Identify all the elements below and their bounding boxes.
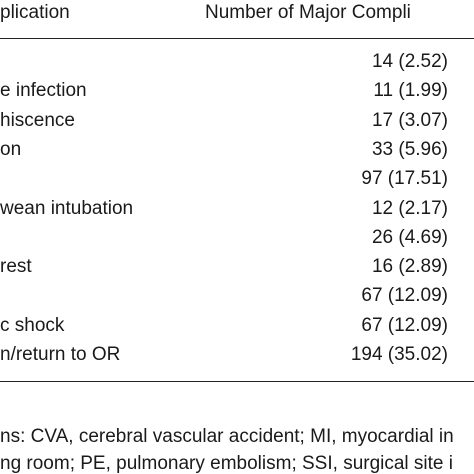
row-value: 26 (4.69) (371, 226, 448, 248)
row-label: hiscence (0, 109, 75, 131)
row-label: c shock (0, 314, 65, 336)
header-rule (0, 38, 474, 39)
row-label: n/return to OR (0, 344, 121, 365)
row-value: 97 (17.51) (361, 168, 448, 190)
row-label: wean intubation (0, 197, 134, 219)
row-label: on (0, 138, 22, 160)
row-label: rest (0, 256, 32, 278)
row-value: 194 (35.02) (350, 344, 448, 365)
row-value: 17 (3.07) (371, 109, 448, 131)
row-label: e infection (0, 80, 87, 102)
row-value: 67 (12.09) (361, 314, 448, 336)
row-value: 14 (2.52) (371, 51, 448, 72)
footnote-line: ng room; PE, pulmonary embolism; SSI, su… (0, 453, 454, 474)
row-value: 12 (2.17) (371, 197, 448, 219)
column-header: plication (0, 2, 70, 23)
column-header: Number of Major Compli (205, 2, 411, 23)
bottom-rule (0, 381, 474, 382)
row-value: 67 (12.09) (361, 285, 448, 307)
footnote-line: ns: CVA, cerebral vascular accident; MI,… (0, 426, 454, 447)
row-value: 11 (1.99) (373, 80, 448, 102)
row-value: 16 (2.89) (371, 256, 448, 278)
row-value: 33 (5.96) (371, 138, 448, 160)
